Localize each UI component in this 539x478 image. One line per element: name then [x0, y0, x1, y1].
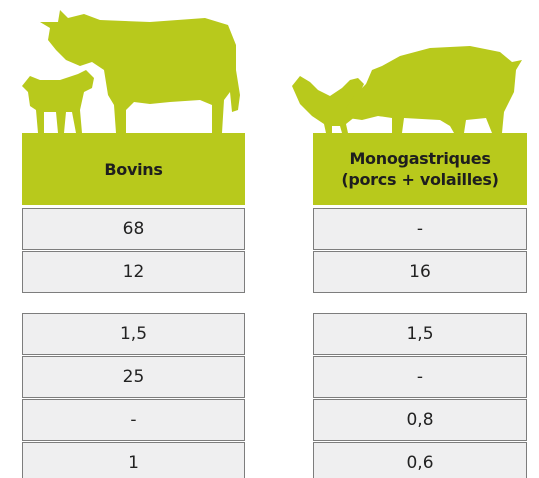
- table-cell: -: [313, 208, 527, 250]
- table-cell: 1,5: [22, 313, 245, 355]
- animal-silhouettes: [0, 0, 539, 140]
- header-line: Bovins: [104, 159, 162, 180]
- table-cell: 25: [22, 356, 245, 398]
- column-header: Monogastriques(porcs + volailles): [313, 133, 527, 205]
- cow-silhouette: [40, 10, 240, 133]
- table-cell: 1: [22, 442, 245, 478]
- table-cell: 12: [22, 251, 245, 293]
- table-cell: 1,5: [313, 313, 527, 355]
- column-header: Bovins: [22, 133, 245, 205]
- table-cell: 16: [313, 251, 527, 293]
- header-line: (porcs + volailles): [341, 169, 498, 190]
- table-cell: 68: [22, 208, 245, 250]
- table-cell: -: [22, 399, 245, 441]
- table-cell: 0,6: [313, 442, 527, 478]
- calf-silhouette: [22, 70, 94, 133]
- header-line: Monogastriques: [349, 148, 490, 169]
- pig-silhouette: [346, 46, 522, 133]
- table-cell: 0,8: [313, 399, 527, 441]
- infographic-table: Bovins68121,525-1Monogastriques(porcs + …: [0, 0, 539, 478]
- table-cell: -: [313, 356, 527, 398]
